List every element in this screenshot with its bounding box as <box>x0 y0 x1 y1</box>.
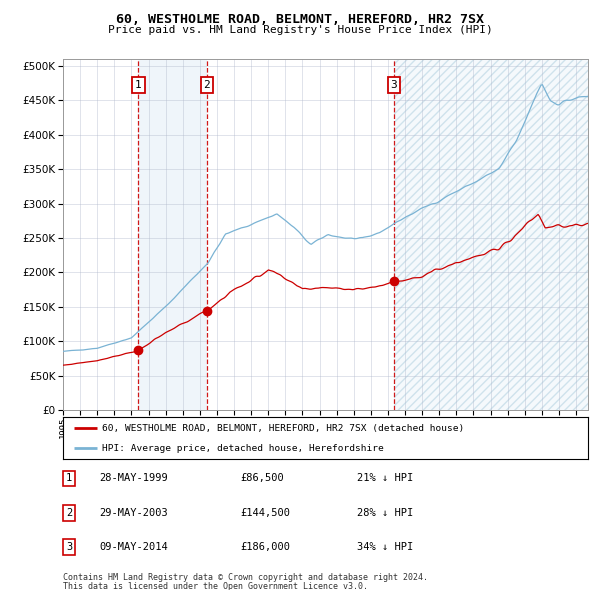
Text: 2: 2 <box>203 80 210 90</box>
Text: 3: 3 <box>391 80 397 90</box>
Bar <box>394 59 588 410</box>
Text: £186,000: £186,000 <box>240 542 290 552</box>
Text: 60, WESTHOLME ROAD, BELMONT, HEREFORD, HR2 7SX: 60, WESTHOLME ROAD, BELMONT, HEREFORD, H… <box>116 13 484 26</box>
Text: 09-MAY-2014: 09-MAY-2014 <box>99 542 168 552</box>
Text: 34% ↓ HPI: 34% ↓ HPI <box>357 542 413 552</box>
Text: 28% ↓ HPI: 28% ↓ HPI <box>357 508 413 517</box>
Text: 2: 2 <box>66 508 72 517</box>
Text: Contains HM Land Registry data © Crown copyright and database right 2024.: Contains HM Land Registry data © Crown c… <box>63 573 428 582</box>
Bar <box>394 59 588 410</box>
Text: HPI: Average price, detached house, Herefordshire: HPI: Average price, detached house, Here… <box>103 444 384 453</box>
Text: 3: 3 <box>66 542 72 552</box>
Bar <box>139 59 207 410</box>
Text: 1: 1 <box>66 474 72 483</box>
Text: £86,500: £86,500 <box>240 474 284 483</box>
Text: 21% ↓ HPI: 21% ↓ HPI <box>357 474 413 483</box>
Text: This data is licensed under the Open Government Licence v3.0.: This data is licensed under the Open Gov… <box>63 582 368 590</box>
Text: £144,500: £144,500 <box>240 508 290 517</box>
Text: 1: 1 <box>135 80 142 90</box>
Text: 60, WESTHOLME ROAD, BELMONT, HEREFORD, HR2 7SX (detached house): 60, WESTHOLME ROAD, BELMONT, HEREFORD, H… <box>103 424 464 433</box>
Text: Price paid vs. HM Land Registry's House Price Index (HPI): Price paid vs. HM Land Registry's House … <box>107 25 493 35</box>
Text: 29-MAY-2003: 29-MAY-2003 <box>99 508 168 517</box>
Text: 28-MAY-1999: 28-MAY-1999 <box>99 474 168 483</box>
